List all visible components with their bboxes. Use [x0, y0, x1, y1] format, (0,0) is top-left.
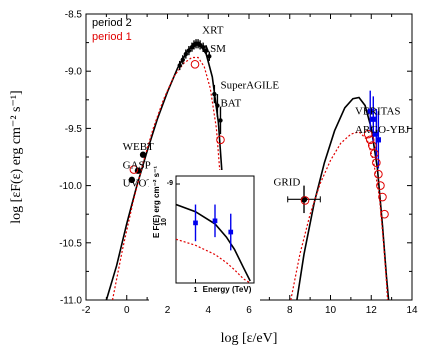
y-tick-label: -9.5 [65, 124, 83, 135]
data-point [212, 91, 217, 97]
x-tick-label: 8 [287, 305, 293, 316]
data-point [200, 44, 206, 50]
data-point [216, 135, 225, 145]
curve-period-1 [290, 131, 389, 300]
data-point [190, 60, 200, 69]
annotation-argo-ybj: ARGO-YBJ [355, 124, 410, 136]
data-point [380, 209, 389, 219]
x-tick-label: 6 [246, 305, 252, 316]
legend-entry-period-2: period 2 [92, 17, 132, 29]
data-point [376, 181, 385, 190]
data-point [186, 48, 192, 53]
data-point [177, 63, 182, 68]
inset-data-point [228, 229, 234, 235]
inset-data-point [193, 220, 198, 226]
inset-x-tick-label: 1 [194, 287, 198, 294]
annotation-uvot: UVOT [123, 178, 154, 190]
data-point [365, 135, 375, 145]
data-point [373, 131, 379, 137]
annotation-bat: BAT [220, 98, 241, 110]
curve-period-1 [111, 56, 227, 300]
annotation-gasp: GASP [123, 159, 151, 171]
annotation-asm: ASM [202, 43, 226, 55]
inset-y-tick-label-top: -9 [167, 180, 173, 187]
annotation-webt: WEBT [123, 141, 154, 153]
inset-y-axis-label: E F(E) erg cm⁻² s⁻¹ [152, 166, 161, 238]
data-point [204, 48, 209, 53]
annotation-superagile: SuperAGILE [220, 79, 279, 91]
data-point [363, 129, 373, 139]
data-point [197, 42, 203, 48]
main-labels: period 2 period 1 XRT ASM SuperAGILE BAT WEBT G… [92, 17, 410, 190]
data-point [370, 116, 376, 122]
data-point [139, 151, 147, 158]
main-axes: -2 0 2 4 6 8 10 12 14 -11.0 -10.5 -10.0 -9.5 -9.0 -8.5… [9, 10, 418, 347]
inset-x-axis-label: Energy (TeV) [203, 285, 252, 294]
annotation-xrt: XRT [202, 24, 224, 36]
x-tick-label: 14 [406, 305, 418, 316]
x-tick-label: 0 [124, 305, 130, 316]
data-point [218, 118, 223, 123]
main-points [128, 39, 389, 219]
data-point [378, 192, 387, 202]
data-point [300, 196, 310, 205]
annotation-veritas: VERITAS [355, 106, 401, 118]
x-tick-label: -2 [82, 305, 91, 316]
data-point [372, 158, 381, 168]
data-point [374, 169, 383, 179]
data-point [215, 103, 220, 108]
data-point [367, 141, 377, 150]
x-tick-label: 4 [205, 305, 211, 316]
x-tick-label: 12 [366, 305, 378, 316]
x-axis-label: log [ε/eV] [221, 331, 278, 346]
legend-entry-period-1: period 1 [92, 31, 132, 43]
data-point [128, 176, 136, 184]
y-tick-label: -11.0 [60, 296, 82, 307]
data-point [375, 137, 381, 143]
x-tick-label: 10 [325, 305, 337, 316]
inset-data-point [212, 218, 218, 224]
data-point [367, 108, 373, 114]
data-point [370, 149, 379, 158]
data-point [207, 54, 212, 59]
inset-points [193, 204, 234, 251]
y-tick-label: -8.5 [65, 10, 83, 21]
data-point [183, 51, 189, 57]
y-tick-label: -10.5 [59, 238, 82, 249]
inset-curve-period-1 [176, 238, 251, 283]
y-tick-label: -10.0 [59, 181, 82, 192]
inset-y-tick-label-bottom: 10 [161, 218, 168, 226]
y-tick-label: -9.0 [65, 67, 83, 78]
data-point [180, 57, 185, 62]
x-tick-label: 2 [165, 305, 171, 316]
y-axis-label: log [εF(ε) erg cm⁻² s⁻¹] [9, 90, 24, 223]
data-point [129, 165, 139, 174]
annotation-grid: GRID [273, 177, 300, 189]
